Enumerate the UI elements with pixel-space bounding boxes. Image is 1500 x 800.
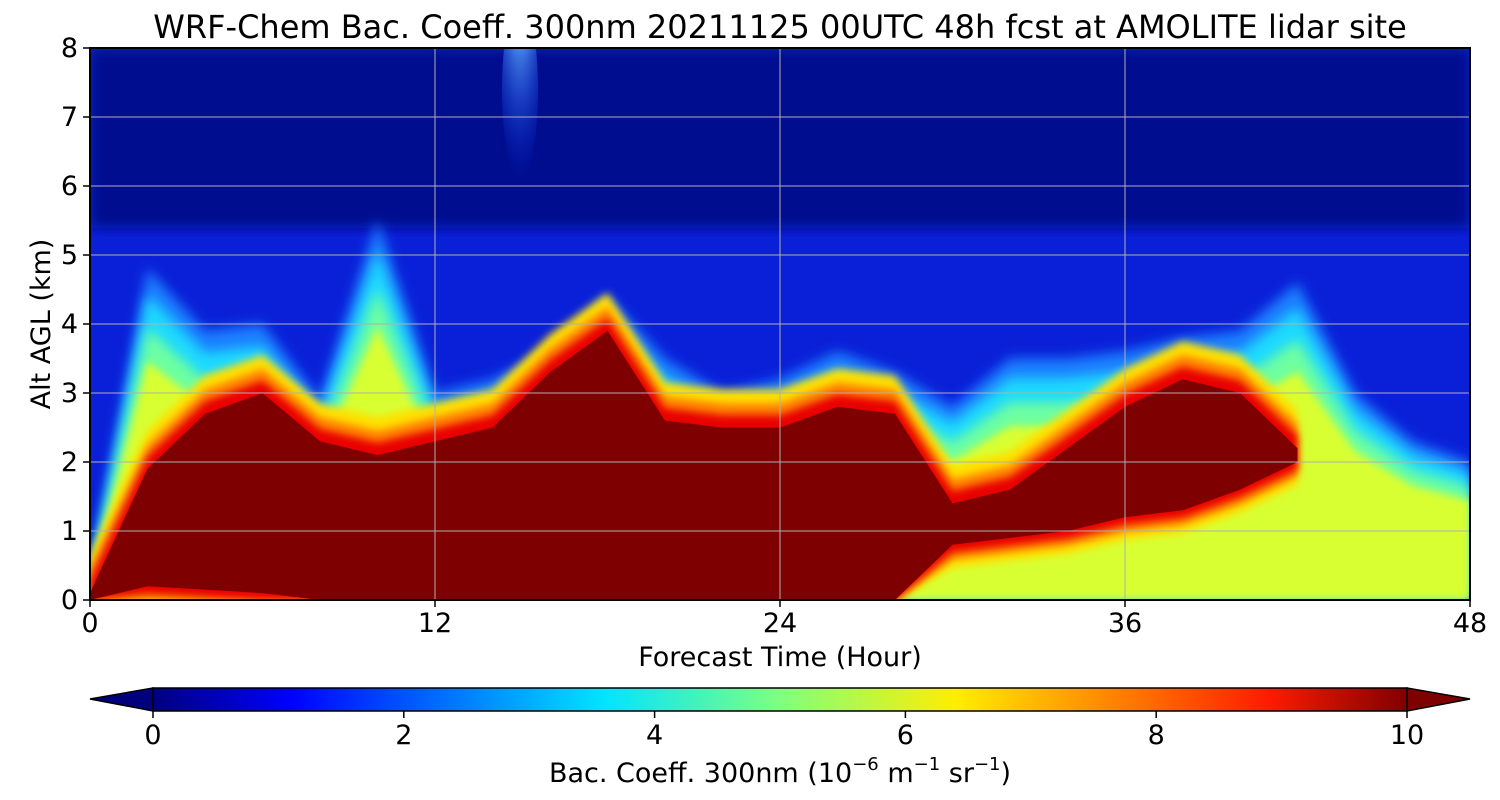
colorbar-tick-label: 2 xyxy=(395,720,412,751)
upper-plume xyxy=(502,48,538,180)
colorbar-tick-label: 4 xyxy=(646,720,663,751)
colorbar-tick-label: 0 xyxy=(144,720,161,751)
colorbar-tick-label: 6 xyxy=(897,720,914,751)
colorbar-extend-low xyxy=(89,687,154,712)
colorbar-extend-high xyxy=(1406,687,1471,712)
x-tick-label: 0 xyxy=(81,608,98,639)
colorbar-tick-label: 8 xyxy=(1148,720,1165,751)
x-tick-label: 48 xyxy=(1453,608,1487,639)
y-tick-label: 5 xyxy=(61,240,78,271)
x-tick-label: 24 xyxy=(763,608,797,639)
y-tick-label: 2 xyxy=(61,447,78,478)
x-axis: 0 12 24 36 48 xyxy=(81,600,1487,639)
y-tick-label: 7 xyxy=(61,102,78,133)
y-tick-label: 0 xyxy=(61,585,78,616)
colorbar-gradient xyxy=(152,687,1408,712)
colorbar: 0 2 4 6 8 10 Bac. Coeff. 300nm (10−6 m−1 sr−1… xyxy=(89,687,1471,789)
x-tick-label: 12 xyxy=(418,608,452,639)
y-tick-label: 6 xyxy=(61,171,78,202)
chart-title: WRF-Chem Bac. Coeff. 300nm 20211125 00UT… xyxy=(153,8,1407,46)
colorbar-label: Bac. Coeff. 300nm (10−6 m−1 sr−1) xyxy=(549,754,1011,789)
x-tick-label: 36 xyxy=(1108,608,1142,639)
colorbar-tick-label: 10 xyxy=(1390,720,1424,751)
y-tick-label: 1 xyxy=(61,516,78,547)
band-dark-red xyxy=(90,330,1298,600)
y-tick-label: 4 xyxy=(61,309,78,340)
y-tick-label: 3 xyxy=(61,378,78,409)
x-axis-label: Forecast Time (Hour) xyxy=(638,642,922,673)
colorbar-ticks: 0 2 4 6 8 10 xyxy=(144,711,1424,751)
y-axis: 0 1 2 3 4 5 6 7 8 xyxy=(61,33,90,616)
y-axis-label: Alt AGL (km) xyxy=(26,239,57,410)
y-tick-label: 8 xyxy=(61,33,78,64)
